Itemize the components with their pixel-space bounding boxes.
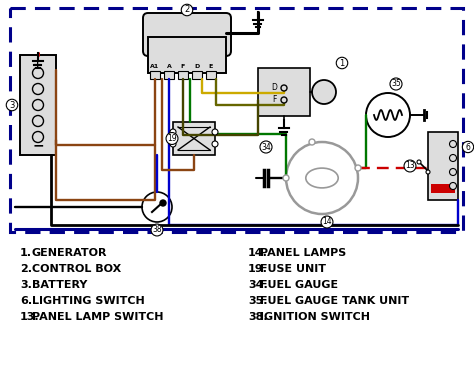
Text: 6.: 6. bbox=[20, 296, 32, 306]
Circle shape bbox=[449, 169, 456, 176]
Bar bbox=[258, 68, 310, 116]
Text: CONTROL BOX: CONTROL BOX bbox=[32, 264, 121, 274]
Text: 38: 38 bbox=[152, 225, 162, 234]
Circle shape bbox=[281, 97, 287, 103]
Text: 35: 35 bbox=[391, 80, 401, 89]
Circle shape bbox=[366, 93, 410, 137]
Bar bbox=[148, 37, 226, 73]
Circle shape bbox=[33, 99, 44, 110]
Circle shape bbox=[160, 200, 166, 206]
Circle shape bbox=[355, 165, 361, 171]
Text: PANEL LAMP SWITCH: PANEL LAMP SWITCH bbox=[32, 312, 164, 322]
Bar bbox=[192, 71, 202, 79]
Circle shape bbox=[212, 129, 218, 135]
Text: −: − bbox=[32, 138, 44, 152]
Text: 13: 13 bbox=[405, 161, 415, 170]
Bar bbox=[431, 184, 455, 193]
Text: IGNITION SWITCH: IGNITION SWITCH bbox=[260, 312, 370, 322]
Text: FUEL GAUGE TANK UNIT: FUEL GAUGE TANK UNIT bbox=[260, 296, 409, 306]
Text: 38.: 38. bbox=[248, 312, 268, 322]
Text: D: D bbox=[271, 83, 277, 93]
Text: 1.: 1. bbox=[20, 248, 32, 258]
Text: 35.: 35. bbox=[248, 296, 267, 306]
Text: F: F bbox=[181, 64, 185, 70]
Text: +: + bbox=[33, 60, 43, 70]
Bar bbox=[173, 122, 215, 155]
Circle shape bbox=[312, 80, 336, 104]
Text: FUEL GAUGE: FUEL GAUGE bbox=[260, 280, 338, 290]
Text: E: E bbox=[209, 64, 213, 70]
Text: F: F bbox=[272, 96, 276, 105]
Circle shape bbox=[33, 115, 44, 126]
Text: LIGHTING SWITCH: LIGHTING SWITCH bbox=[32, 296, 145, 306]
Bar bbox=[206, 71, 216, 79]
Bar bbox=[150, 71, 160, 79]
Bar bbox=[178, 71, 188, 79]
Text: FUSE UNIT: FUSE UNIT bbox=[260, 264, 326, 274]
Text: 2: 2 bbox=[184, 6, 190, 15]
Circle shape bbox=[449, 154, 456, 161]
Circle shape bbox=[33, 67, 44, 78]
Circle shape bbox=[309, 139, 315, 145]
FancyBboxPatch shape bbox=[143, 13, 231, 56]
Bar bbox=[20, 55, 56, 155]
Text: 19.: 19. bbox=[248, 264, 268, 274]
Circle shape bbox=[426, 170, 430, 174]
Text: PANEL LAMPS: PANEL LAMPS bbox=[260, 248, 346, 258]
Bar bbox=[164, 71, 174, 79]
Text: GENERATOR: GENERATOR bbox=[32, 248, 108, 258]
Circle shape bbox=[449, 183, 456, 189]
Circle shape bbox=[170, 129, 176, 135]
Text: A1: A1 bbox=[150, 64, 160, 70]
Circle shape bbox=[170, 141, 176, 147]
Circle shape bbox=[142, 192, 172, 222]
Text: 6: 6 bbox=[465, 142, 470, 151]
Text: 14.: 14. bbox=[248, 248, 268, 258]
Text: 34.: 34. bbox=[248, 280, 268, 290]
Text: 2.: 2. bbox=[20, 264, 32, 274]
Text: D: D bbox=[194, 64, 200, 70]
Circle shape bbox=[33, 131, 44, 142]
Circle shape bbox=[281, 85, 287, 91]
Text: 19: 19 bbox=[167, 134, 177, 143]
Text: 1: 1 bbox=[339, 58, 345, 67]
Text: 34: 34 bbox=[261, 142, 271, 151]
Text: BATTERY: BATTERY bbox=[32, 280, 87, 290]
Text: 3.: 3. bbox=[20, 280, 32, 290]
Text: A: A bbox=[166, 64, 172, 70]
Bar bbox=[10, 8, 463, 232]
Bar bbox=[428, 132, 458, 200]
Text: 13.: 13. bbox=[20, 312, 40, 322]
Circle shape bbox=[212, 141, 218, 147]
Circle shape bbox=[417, 160, 421, 164]
Ellipse shape bbox=[306, 168, 338, 188]
Circle shape bbox=[286, 142, 358, 214]
Circle shape bbox=[33, 83, 44, 94]
Circle shape bbox=[283, 175, 289, 181]
Text: 14: 14 bbox=[322, 218, 332, 227]
Text: 3: 3 bbox=[9, 100, 15, 109]
Circle shape bbox=[449, 141, 456, 148]
